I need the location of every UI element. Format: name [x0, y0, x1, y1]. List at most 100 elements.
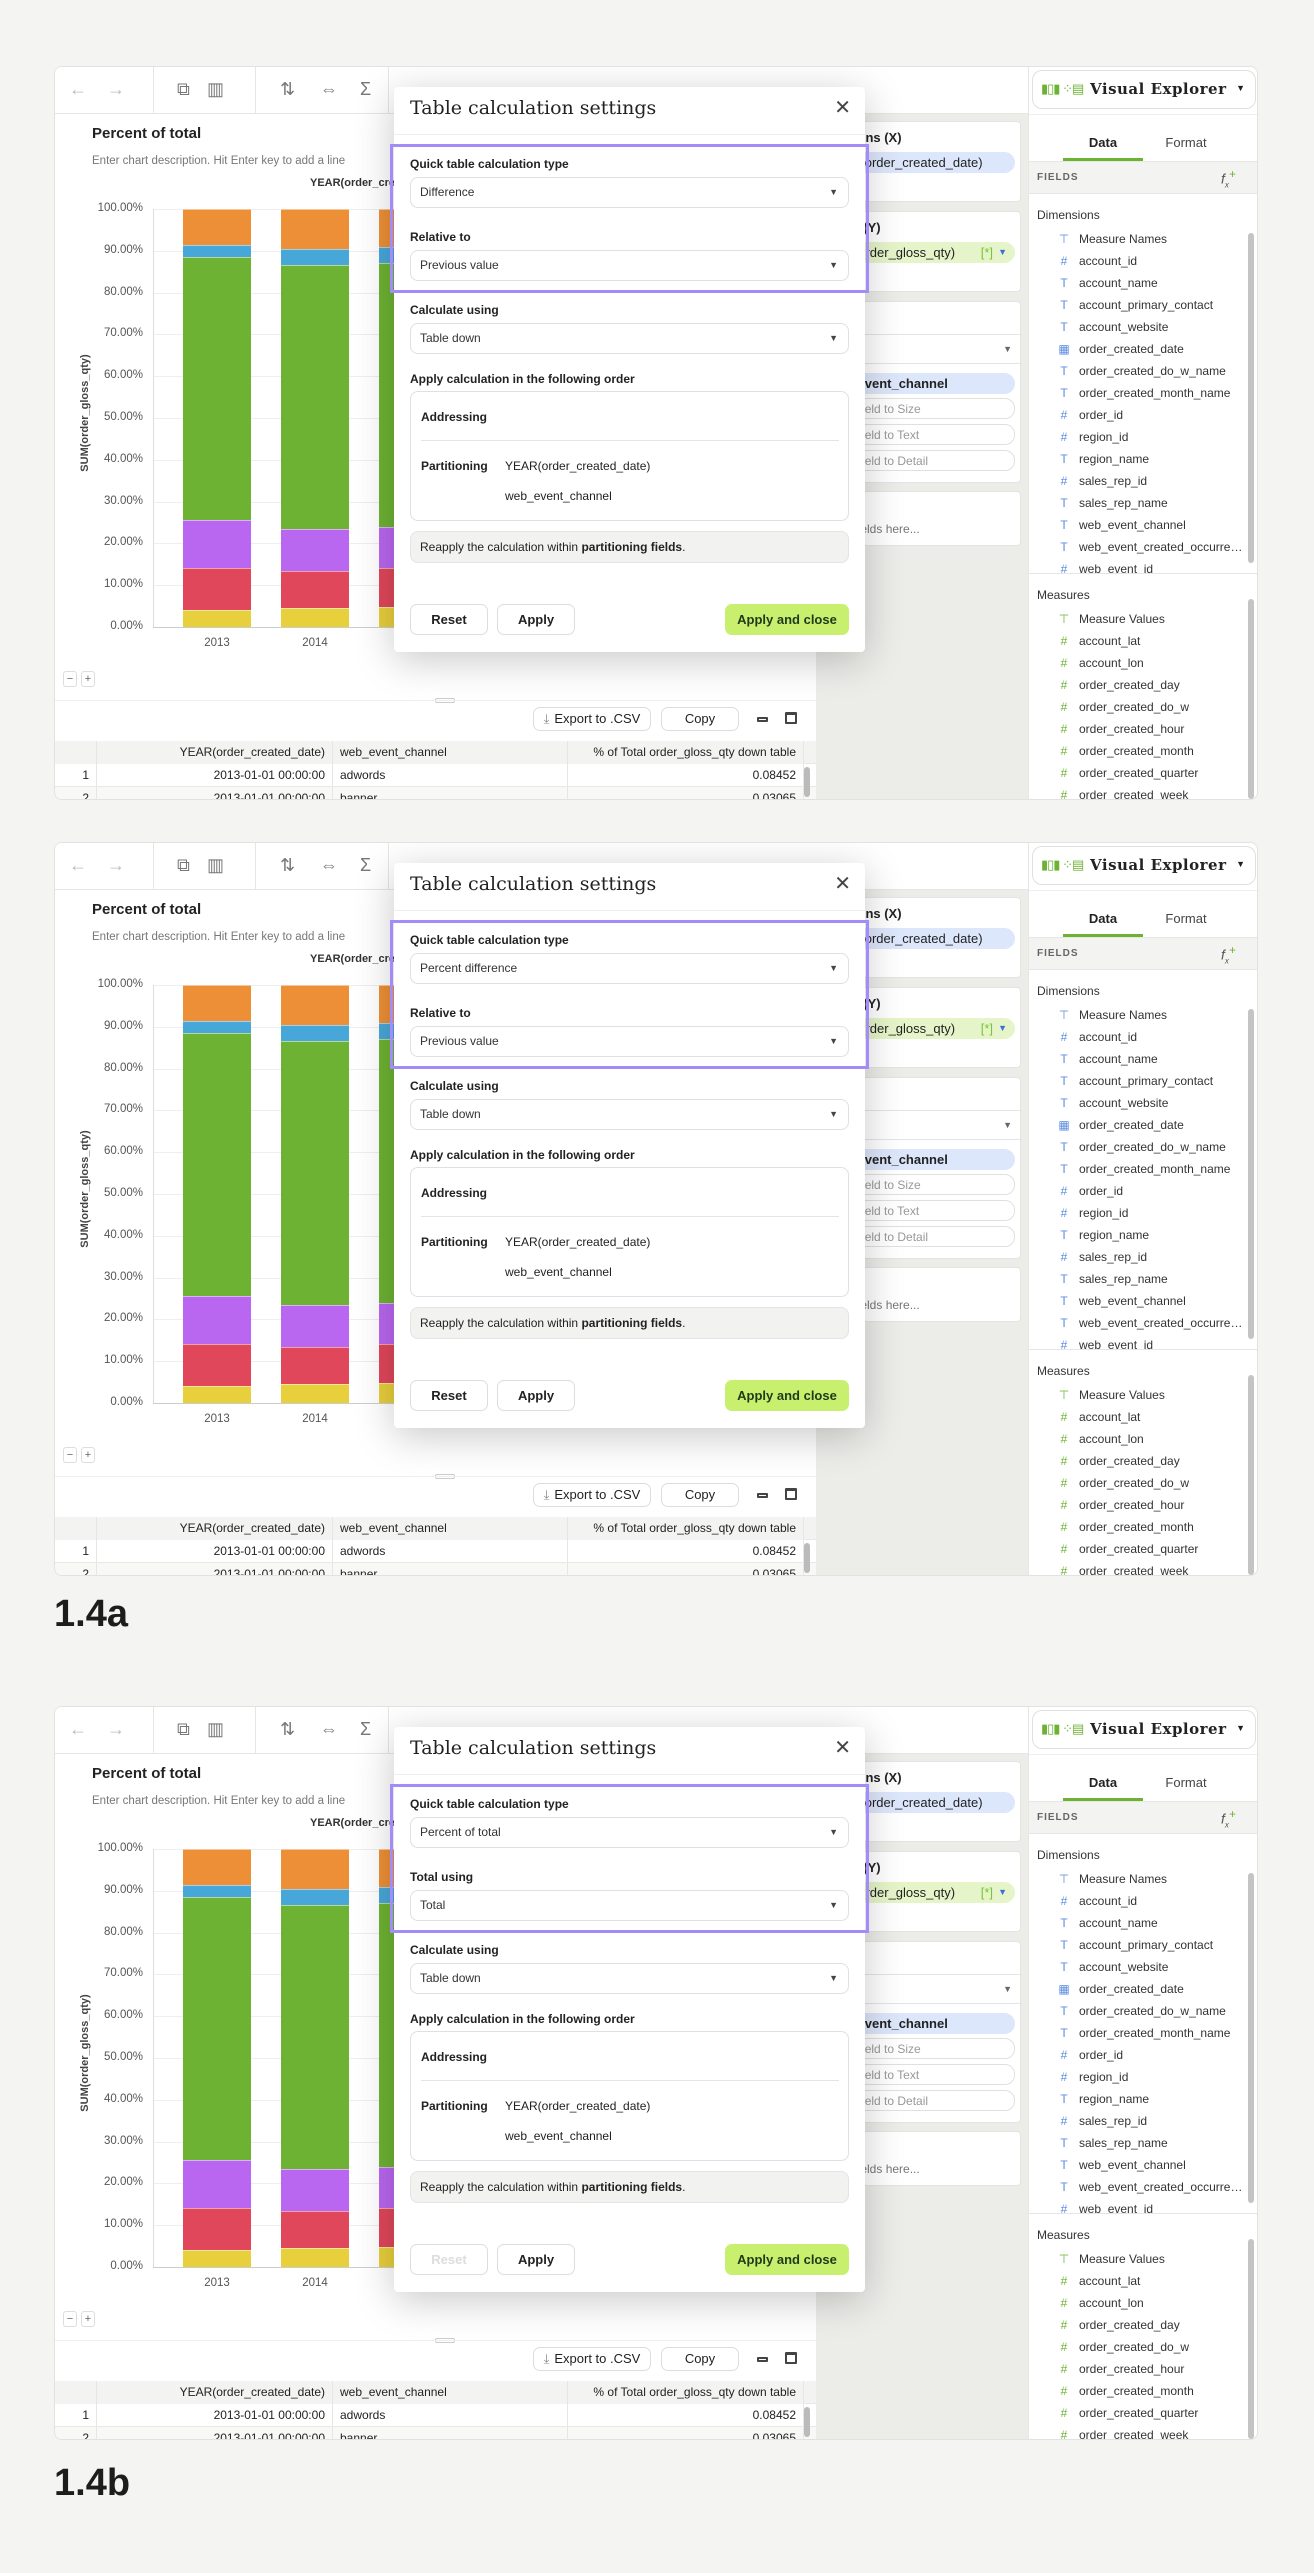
dimension-field[interactable]: # region_id	[1055, 1206, 1245, 1220]
minimize-icon[interactable]	[757, 2357, 768, 2362]
partition-field[interactable]: web_event_channel	[505, 1265, 612, 1279]
bar-segment[interactable]	[183, 1296, 251, 1345]
measure-field[interactable]: # order_created_month	[1055, 1520, 1245, 1534]
add-calculated-field-icon[interactable]: fx+	[1221, 1808, 1236, 1830]
bar-segment[interactable]	[281, 570, 349, 609]
bar-segment[interactable]	[183, 2208, 251, 2251]
back-arrow-icon[interactable]: ←	[69, 855, 87, 875]
measure-field[interactable]: ⊤ Measure Values	[1055, 2252, 1245, 2266]
partition-field[interactable]: YEAR(order_created_date)	[505, 1235, 651, 1249]
measure-field[interactable]: # order_created_week	[1055, 2428, 1245, 2439]
bar-segment[interactable]	[281, 209, 349, 249]
table-row[interactable]: 2 2013-01-01 00:00:00 banner 0.03065	[55, 787, 816, 799]
forward-arrow-icon[interactable]: →	[107, 79, 125, 99]
bar-segment[interactable]	[281, 2168, 349, 2211]
bar-segment[interactable]	[281, 265, 349, 529]
dimension-field[interactable]: ▦ order_created_date	[1055, 342, 1245, 356]
table-row[interactable]: 1 2013-01-01 00:00:00 adwords 0.08452	[55, 764, 816, 787]
bar-segment[interactable]	[183, 1897, 251, 2161]
measure-field[interactable]: # order_created_quarter	[1055, 1542, 1245, 1556]
chevron-down-icon[interactable]: ▼	[998, 247, 1007, 257]
tab-format[interactable]: Format	[1165, 911, 1207, 926]
measures-scrollbar[interactable]	[1248, 1375, 1254, 1575]
zoom-in-button[interactable]: +	[81, 671, 95, 687]
dimension-field[interactable]: # order_id	[1055, 408, 1245, 422]
zoom-out-button[interactable]: −	[63, 1447, 77, 1463]
partition-field[interactable]: web_event_channel	[505, 2129, 612, 2143]
dimension-field[interactable]: # order_id	[1055, 2048, 1245, 2062]
bar-segment[interactable]	[281, 1384, 349, 1403]
partition-field[interactable]: YEAR(order_created_date)	[505, 2099, 651, 2113]
table-row[interactable]: 1 2013-01-01 00:00:00 adwords 0.08452	[55, 1540, 816, 1563]
bar-segment[interactable]	[281, 1346, 349, 1385]
measure-field[interactable]: # order_created_do_w	[1055, 700, 1245, 714]
measure-field[interactable]: # order_created_day	[1055, 2318, 1245, 2332]
measure-field[interactable]: # account_lon	[1055, 2296, 1245, 2310]
measure-field[interactable]: # account_lat	[1055, 634, 1245, 648]
bar-segment[interactable]	[281, 2210, 349, 2249]
zoom-in-button[interactable]: +	[81, 2311, 95, 2327]
calculate-using-select[interactable]: Table down ▼	[410, 1963, 849, 1994]
measure-field[interactable]: # order_created_quarter	[1055, 766, 1245, 780]
bar-segment[interactable]	[183, 1884, 251, 1898]
visual-explorer-selector[interactable]: ▮▯▮ ⁘▤ Visual Explorer ▼	[1032, 1710, 1256, 1749]
copy-button[interactable]: Copy	[661, 2347, 739, 2371]
apply-button[interactable]: Apply	[497, 604, 575, 635]
second-option-select[interactable]: Previous value ▼	[410, 250, 849, 281]
forward-arrow-icon[interactable]: →	[107, 1719, 125, 1739]
minimize-icon[interactable]	[757, 1493, 768, 1498]
measure-field[interactable]: # order_created_week	[1055, 788, 1245, 799]
measures-scrollbar[interactable]	[1248, 2239, 1254, 2439]
measure-field[interactable]: # order_created_month	[1055, 744, 1245, 758]
bar-segment[interactable]	[183, 985, 251, 1021]
tab-format[interactable]: Format	[1165, 1775, 1207, 1790]
bar-segment[interactable]	[183, 1033, 251, 1297]
measure-field[interactable]: # order_created_hour	[1055, 722, 1245, 736]
dimension-field[interactable]: # web_event_id	[1055, 562, 1245, 573]
bar-segment[interactable]	[281, 985, 349, 1025]
dimension-field[interactable]: # web_event_id	[1055, 2202, 1245, 2213]
dimension-field[interactable]: # order_id	[1055, 1184, 1245, 1198]
apply-and-close-button[interactable]: Apply and close	[725, 2244, 849, 2275]
chart-title[interactable]: Percent of total	[92, 125, 202, 142]
clear-chart-icon[interactable]: ▥	[207, 1719, 225, 1739]
close-icon[interactable]: ✕	[834, 873, 851, 895]
measure-field[interactable]: # order_created_hour	[1055, 1498, 1245, 1512]
measure-field[interactable]: # order_created_month	[1055, 2384, 1245, 2398]
back-arrow-icon[interactable]: ←	[69, 1719, 87, 1739]
export-csv-button[interactable]: ⤓ Export to .CSV	[533, 707, 651, 731]
dimension-field[interactable]: ⊤ Measure Names	[1055, 232, 1245, 246]
measure-field[interactable]: # order_created_hour	[1055, 2362, 1245, 2376]
dimensions-scrollbar[interactable]	[1248, 1873, 1254, 2203]
dimension-field[interactable]: ▦ order_created_date	[1055, 1118, 1245, 1132]
measures-scrollbar[interactable]	[1248, 599, 1254, 799]
dimension-field[interactable]: # sales_rep_id	[1055, 1250, 1245, 1264]
clear-chart-icon[interactable]: ▥	[207, 79, 225, 99]
sigma-icon[interactable]: Σ	[360, 79, 372, 99]
dimension-field[interactable]: # account_id	[1055, 254, 1245, 268]
swap-axes-icon[interactable]: ⇅	[280, 855, 296, 875]
tab-data[interactable]: Data	[1088, 135, 1118, 150]
copy-button[interactable]: Copy	[661, 1483, 739, 1507]
second-option-select[interactable]: Previous value ▼	[410, 1026, 849, 1057]
bar-segment[interactable]	[281, 248, 349, 266]
sort-icon[interactable]: ⇔	[320, 1719, 338, 1739]
visual-explorer-selector[interactable]: ▮▯▮ ⁘▤ Visual Explorer ▼	[1032, 70, 1256, 109]
sigma-icon[interactable]: Σ	[360, 855, 372, 875]
chevron-down-icon[interactable]: ▼	[998, 1887, 1007, 1897]
measure-field[interactable]: # account_lat	[1055, 2274, 1245, 2288]
measure-field[interactable]: # account_lat	[1055, 1410, 1245, 1424]
add-calculated-field-icon[interactable]: fx+	[1221, 944, 1236, 966]
apply-and-close-button[interactable]: Apply and close	[725, 604, 849, 635]
measure-field[interactable]: # order_created_day	[1055, 678, 1245, 692]
